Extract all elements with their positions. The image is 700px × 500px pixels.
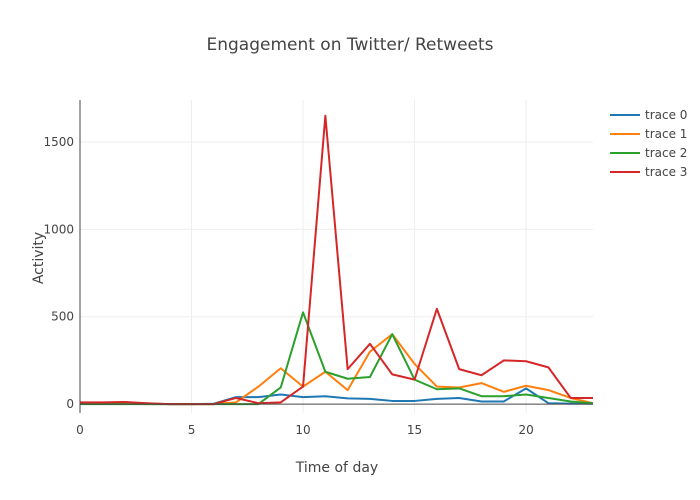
x-tick-label: 5	[188, 423, 196, 437]
legend-label: trace 1	[645, 127, 687, 141]
x-tick-label: 10	[295, 423, 310, 437]
y-axis-label: Activity	[31, 232, 47, 284]
chart-title: Engagement on Twitter/ Retweets	[206, 35, 493, 55]
legend: trace 0 trace 1 trace 2 trace 3	[610, 108, 687, 179]
legend-label: trace 2	[645, 146, 687, 160]
series-line-trace-3	[80, 114, 593, 406]
y-tick-label: 0	[66, 397, 74, 411]
x-tick-label: 0	[76, 423, 84, 437]
x-axis-label: Time of day	[295, 460, 378, 476]
y-tick-label: 1000	[43, 222, 74, 236]
series-line-trace-2	[80, 311, 594, 406]
legend-label: trace 3	[645, 165, 687, 179]
y-tick-label: 1500	[43, 135, 74, 149]
legend-label: trace 0	[645, 108, 687, 122]
x-tick-label: 20	[518, 423, 533, 437]
y-tick-label: 500	[51, 310, 74, 324]
x-tick-label: 15	[407, 423, 422, 437]
